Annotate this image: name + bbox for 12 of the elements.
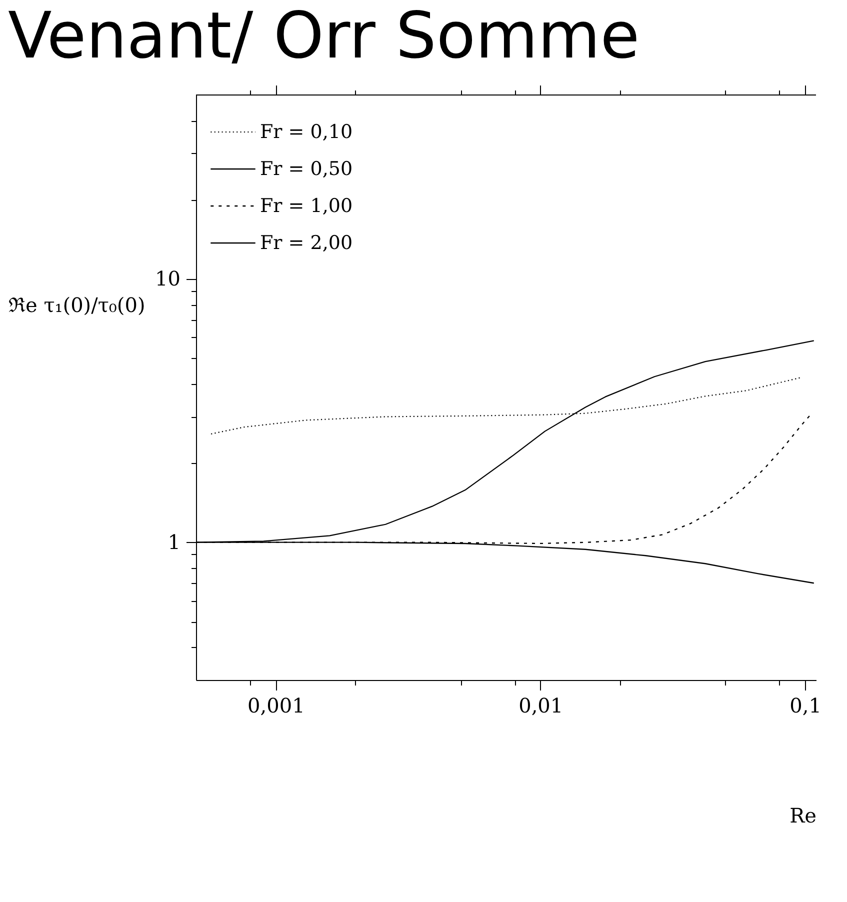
legend-label: Fr = 0,50 xyxy=(260,158,353,180)
y-axis-title: ℜe τ₁(0)/τ₀(0) xyxy=(8,293,146,318)
legend-label: Fr = 2,00 xyxy=(260,232,353,254)
x-tick-label: 0,01 xyxy=(518,694,564,718)
y-tick-label: 1 xyxy=(168,530,180,554)
chart-title: Venant/ Orr Somme xyxy=(8,0,640,74)
x-tick-label: 0,001 xyxy=(248,694,305,718)
x-axis-title: Re xyxy=(790,804,816,828)
y-tick-label: 10 xyxy=(155,266,180,291)
legend-label: Fr = 1,00 xyxy=(260,195,353,217)
legend-label: Fr = 0,10 xyxy=(260,121,353,143)
x-tick-label: 0,1 xyxy=(790,694,822,718)
